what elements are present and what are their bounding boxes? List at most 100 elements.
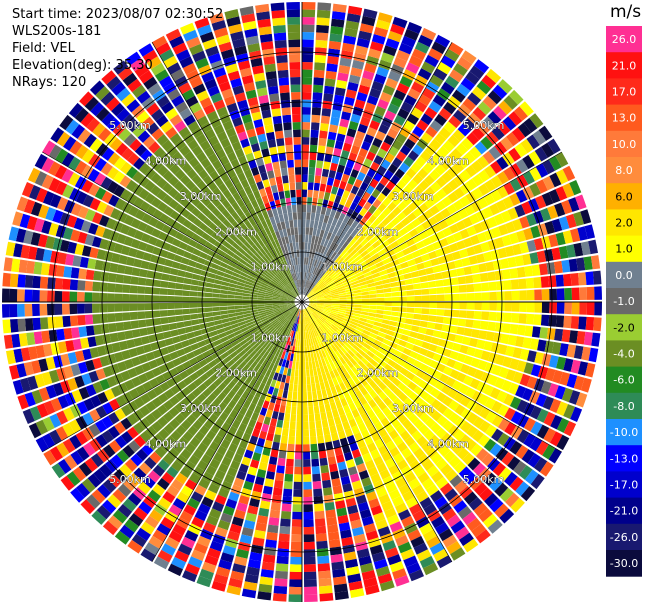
velocity-gate [489, 302, 497, 311]
velocity-gate [369, 305, 377, 310]
velocity-gate [309, 302, 317, 304]
velocity-gate [320, 123, 329, 132]
velocity-gate [342, 103, 353, 114]
velocity-gate [309, 300, 317, 302]
velocity-gate [363, 220, 372, 230]
velocity-gate [303, 287, 305, 295]
velocity-gate [573, 375, 585, 391]
velocity-gate [389, 320, 398, 327]
velocity-gate [385, 38, 400, 50]
velocity-gate [575, 392, 588, 408]
velocity-gate [324, 78, 336, 87]
velocity-gate [380, 274, 389, 281]
velocity-gate [405, 222, 415, 232]
velocity-gate [503, 312, 512, 323]
velocity-gate [554, 202, 566, 217]
velocity-gate [375, 182, 385, 193]
velocity-gate [319, 261, 325, 270]
colorbar-tick-label: 21.0 [612, 59, 637, 72]
velocity-gate [320, 263, 327, 271]
velocity-gate [434, 323, 443, 331]
velocity-gate [361, 298, 370, 302]
velocity-gate [393, 56, 407, 69]
velocity-gate [327, 55, 339, 65]
velocity-gate [404, 28, 419, 41]
velocity-gate [576, 331, 586, 345]
velocity-gate [396, 236, 406, 245]
velocity-gate [593, 317, 602, 332]
velocity-gate [316, 305, 324, 309]
velocity-gate [345, 288, 354, 293]
velocity-gate [392, 196, 402, 206]
velocity-gate [316, 160, 324, 169]
velocity-gate [554, 328, 564, 342]
velocity-gate [392, 245, 402, 254]
velocity-gate [519, 290, 527, 301]
velocity-gate [374, 280, 383, 286]
velocity-gate [302, 174, 308, 183]
velocity-gate [380, 240, 390, 249]
velocity-gate [315, 277, 321, 285]
velocity-gate [332, 226, 339, 235]
colorbar-tick-label: 26.0 [612, 33, 637, 46]
velocity-gate [335, 255, 342, 263]
velocity-gate [347, 176, 356, 186]
velocity-gate [316, 302, 325, 305]
velocity-gate [372, 218, 381, 228]
velocity-gate [324, 303, 332, 305]
velocity-gate [495, 280, 505, 291]
velocity-gate [355, 271, 364, 278]
velocity-gate [313, 220, 319, 229]
velocity-gate [529, 167, 542, 182]
velocity-gate [457, 103, 472, 117]
velocity-gate [493, 332, 502, 343]
velocity-gate [401, 35, 416, 48]
velocity-gate [313, 77, 324, 86]
velocity-gate [401, 267, 411, 275]
velocity-gate [407, 88, 421, 100]
velocity-gate [346, 291, 354, 295]
velocity-gate [421, 27, 437, 41]
velocity-gate [481, 302, 490, 311]
velocity-gate [393, 231, 403, 240]
velocity-gate [392, 139, 403, 151]
velocity-gate [440, 81, 455, 95]
velocity-gate [491, 364, 502, 376]
velocity-gate [376, 309, 384, 315]
velocity-gate [463, 355, 474, 366]
velocity-gate [361, 308, 370, 313]
velocity-gate [313, 69, 325, 79]
velocity-gate [349, 201, 358, 211]
velocity-gate [327, 281, 335, 287]
velocity-gate [317, 279, 324, 286]
velocity-gate [380, 226, 389, 236]
velocity-gate [429, 205, 440, 216]
velocity-gate [493, 213, 505, 226]
velocity-gate [337, 313, 345, 318]
velocity-gate [511, 302, 520, 312]
velocity-gate [335, 219, 343, 229]
velocity-gate [506, 132, 520, 147]
velocity-gate [442, 227, 453, 237]
velocity-gate [346, 306, 355, 310]
velocity-gate [471, 187, 484, 200]
velocity-gate [360, 311, 369, 316]
velocity-gate [412, 234, 422, 244]
velocity-gate [365, 233, 374, 242]
velocity-gate [318, 253, 323, 261]
velocity-gate [449, 69, 464, 83]
velocity-gate [526, 376, 538, 389]
velocity-gate [509, 324, 519, 335]
velocity-gate [487, 216, 498, 228]
velocity-gate [442, 348, 452, 358]
velocity-gate [463, 151, 476, 164]
velocity-gate [396, 49, 410, 62]
velocity-gate [302, 61, 313, 70]
velocity-gate [342, 190, 350, 199]
velocity-gate [342, 215, 351, 224]
velocity-gate [312, 267, 317, 275]
velocity-gate [503, 167, 516, 181]
velocity-gate [436, 309, 445, 316]
velocity-gate [397, 256, 407, 264]
velocity-gate [415, 224, 425, 234]
